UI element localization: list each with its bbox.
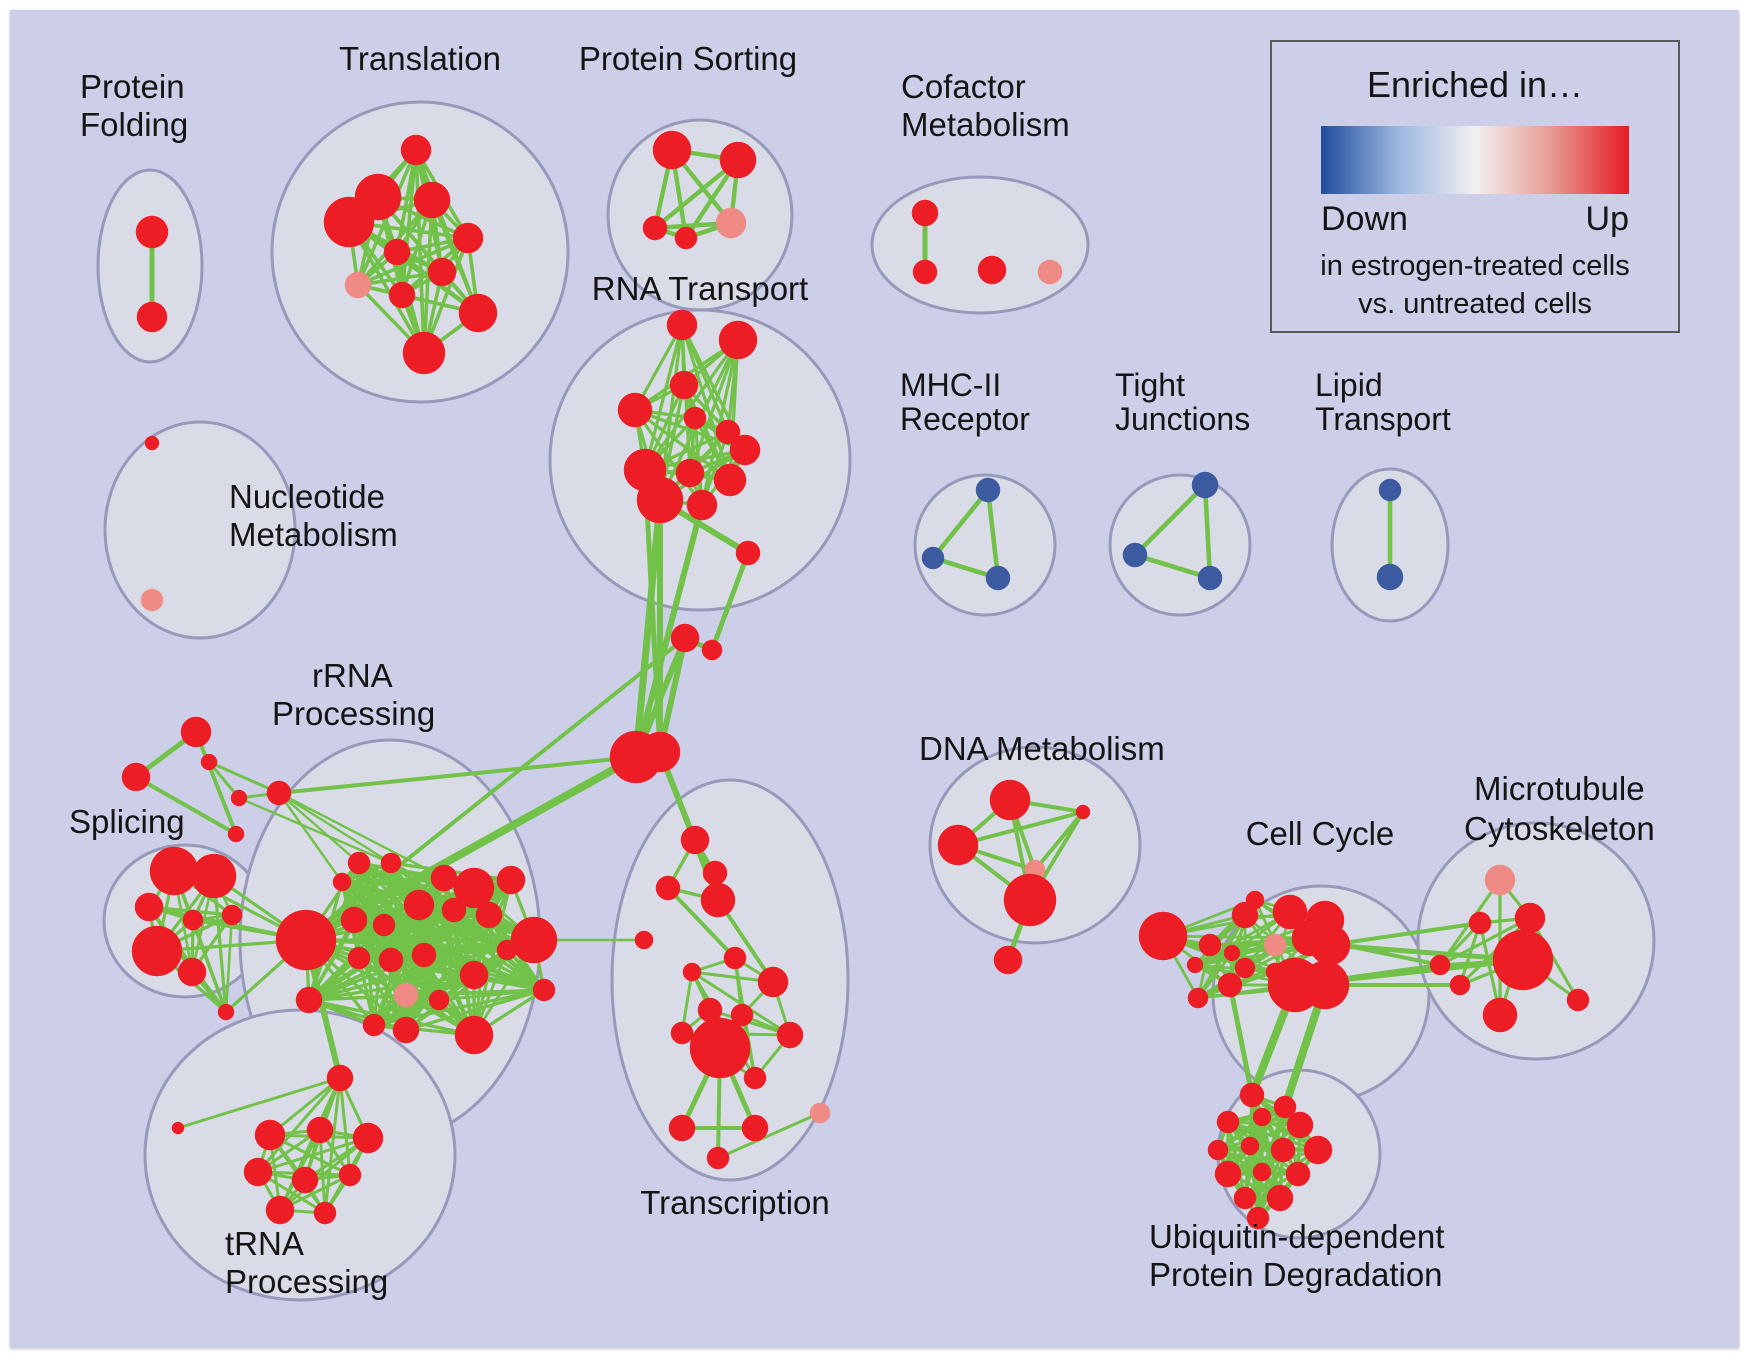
svg-text:DNA Metabolism: DNA Metabolism [919, 730, 1165, 767]
svg-text:Cell Cycle: Cell Cycle [1246, 815, 1395, 852]
svg-text:Lipid: Lipid [1315, 367, 1383, 403]
svg-text:Cofactor: Cofactor [901, 68, 1026, 105]
svg-text:MHC-II: MHC-II [900, 367, 1001, 403]
svg-text:Protein Degradation: Protein Degradation [1149, 1256, 1443, 1293]
svg-text:Folding: Folding [80, 106, 188, 143]
svg-text:rRNA: rRNA [312, 657, 393, 694]
svg-text:Nucleotide: Nucleotide [229, 478, 385, 515]
svg-text:Processing: Processing [272, 695, 435, 732]
svg-text:Protein: Protein [80, 68, 185, 105]
svg-text:Transport: Transport [1315, 401, 1451, 437]
svg-text:Protein Sorting: Protein Sorting [579, 40, 797, 77]
svg-text:Splicing: Splicing [69, 803, 185, 840]
svg-text:Junctions: Junctions [1115, 401, 1250, 437]
svg-text:Tight: Tight [1115, 367, 1185, 403]
svg-text:Microtubule: Microtubule [1474, 770, 1645, 807]
svg-text:Translation: Translation [339, 40, 501, 77]
svg-text:Processing: Processing [225, 1263, 388, 1300]
svg-text:RNA Transport: RNA Transport [592, 270, 808, 307]
svg-text:Transcription: Transcription [640, 1184, 830, 1221]
svg-text:Metabolism: Metabolism [901, 106, 1070, 143]
svg-text:Receptor: Receptor [900, 401, 1030, 437]
svg-text:Cytoskeleton: Cytoskeleton [1464, 810, 1655, 847]
svg-text:Metabolism: Metabolism [229, 516, 398, 553]
svg-text:Ubiquitin-dependent: Ubiquitin-dependent [1149, 1218, 1444, 1255]
svg-text:tRNA: tRNA [225, 1225, 304, 1262]
